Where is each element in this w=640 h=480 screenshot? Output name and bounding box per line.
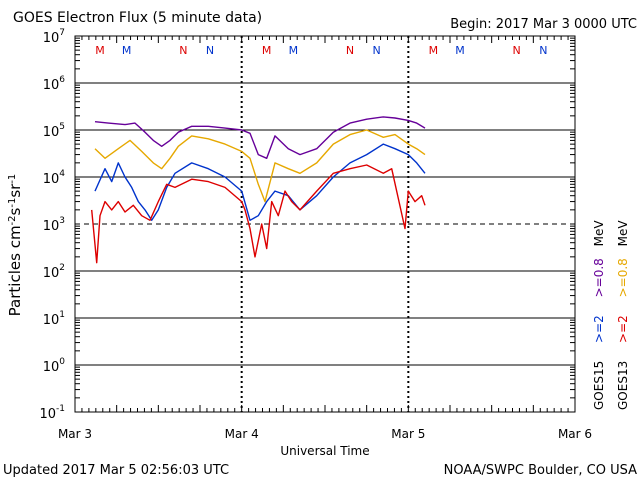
x-tick-label: Mar 6 (558, 427, 592, 441)
y-tick-label: 103 (43, 216, 65, 234)
legend-goes13-row: GOES13 >=2 >=0.8 MeV (616, 220, 630, 410)
orbit-marker: N (346, 44, 354, 57)
orbit-marker: N (206, 44, 214, 57)
x-tick-labels: Mar 3 Mar 4 Mar 5 Mar 6 (58, 427, 592, 441)
orbit-marker: M (289, 44, 299, 57)
orbit-marker: N (539, 44, 547, 57)
legend-goes13-08mev: >=0.8 (616, 258, 630, 297)
y-tick-label: 107 (43, 28, 65, 46)
legend-goes15: GOES15 (592, 361, 606, 410)
legend-goes15-row: GOES15 >=2 >=0.8 MeV (592, 220, 606, 410)
y-tick-label: 10-1 (39, 404, 65, 422)
minor-ticks (75, 36, 575, 412)
legend-goes13-2mev: >=2 (616, 315, 630, 343)
orbit-marker: M (455, 44, 465, 57)
series-line-4 (91, 164, 426, 264)
orbit-marker: N (373, 44, 381, 57)
series-line-1 (94, 116, 426, 160)
x-axis-label: Universal Time (280, 444, 369, 458)
legend-mev-1: MeV (592, 220, 606, 247)
data-source: NOAA/SWPC Boulder, CO USA (444, 463, 637, 478)
y-tick-label: 100 (43, 357, 66, 375)
y-axis-label: Particles cm-2s-1sr-1 (6, 174, 24, 317)
decade-gridlines (75, 82, 575, 366)
orbit-marker: N (513, 44, 521, 57)
legend: GOES15 >=2 >=0.8 MeV GOES13 >=2 >=0.8 Me… (592, 220, 630, 410)
x-tick-label: Mar 5 (391, 427, 425, 441)
series-lines (91, 116, 426, 264)
y-tick-label: 102 (43, 263, 65, 281)
series-line-2 (94, 129, 426, 203)
legend-mev-2: MeV (616, 220, 630, 247)
chart-title: GOES Electron Flux (5 minute data) (13, 10, 262, 26)
orbit-marker: M (262, 44, 272, 57)
x-tick-label: Mar 3 (58, 427, 92, 441)
orbit-marker: M (429, 44, 439, 57)
orbit-marker: M (122, 44, 132, 57)
y-tick-label: 105 (43, 122, 65, 140)
y-tick-label: 101 (43, 310, 65, 328)
y-tick-label: 106 (43, 75, 66, 93)
legend-goes13: GOES13 (616, 361, 630, 410)
legend-goes15-08mev: >=0.8 (592, 258, 606, 297)
series-line-3 (94, 143, 426, 222)
orbit-marker: M (95, 44, 105, 57)
y-tick-label: 104 (43, 169, 66, 187)
legend-goes15-2mev: >=2 (592, 315, 606, 343)
svg-text:GOES15 >=2: GOES15 >=2 >=0.8 MeV (592, 220, 606, 410)
x-tick-label: Mar 4 (225, 427, 259, 441)
orbit-marker: N (179, 44, 187, 57)
svg-text:GOES13 >=2: GOES13 >=2 >=0.8 MeV (616, 220, 630, 410)
updated-timestamp: Updated 2017 Mar 5 02:56:03 UTC (3, 463, 229, 478)
y-tick-labels: 107 106 105 104 103 102 101 100 10-1 (39, 28, 65, 422)
begin-date: Begin: 2017 Mar 3 0000 UTC (450, 17, 637, 32)
